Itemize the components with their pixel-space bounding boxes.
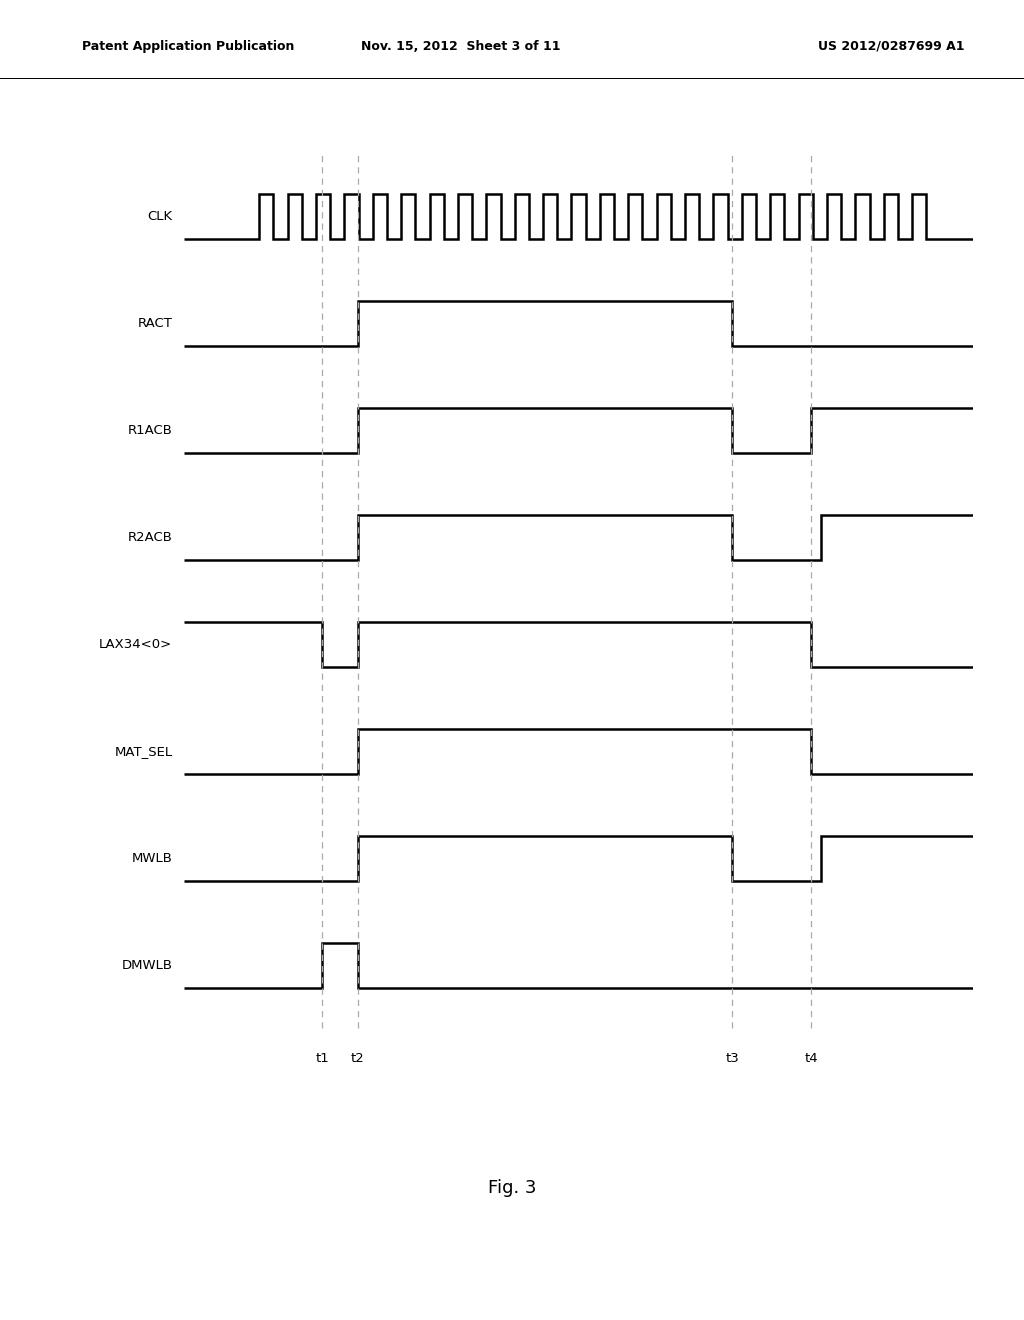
Text: R2ACB: R2ACB <box>128 531 172 544</box>
Text: MAT_SEL: MAT_SEL <box>115 744 172 758</box>
Text: US 2012/0287699 A1: US 2012/0287699 A1 <box>817 40 965 53</box>
Text: DMWLB: DMWLB <box>122 958 172 972</box>
Text: t2: t2 <box>351 1052 365 1065</box>
Text: Patent Application Publication: Patent Application Publication <box>82 40 294 53</box>
Text: LAX34<0>: LAX34<0> <box>99 638 172 651</box>
Text: Fig. 3: Fig. 3 <box>487 1179 537 1197</box>
Text: CLK: CLK <box>147 210 172 223</box>
Text: MWLB: MWLB <box>132 851 172 865</box>
Text: t4: t4 <box>804 1052 818 1065</box>
Text: Nov. 15, 2012  Sheet 3 of 11: Nov. 15, 2012 Sheet 3 of 11 <box>361 40 560 53</box>
Text: t3: t3 <box>725 1052 739 1065</box>
Text: RACT: RACT <box>137 317 172 330</box>
Text: t1: t1 <box>315 1052 329 1065</box>
Text: R1ACB: R1ACB <box>128 424 172 437</box>
